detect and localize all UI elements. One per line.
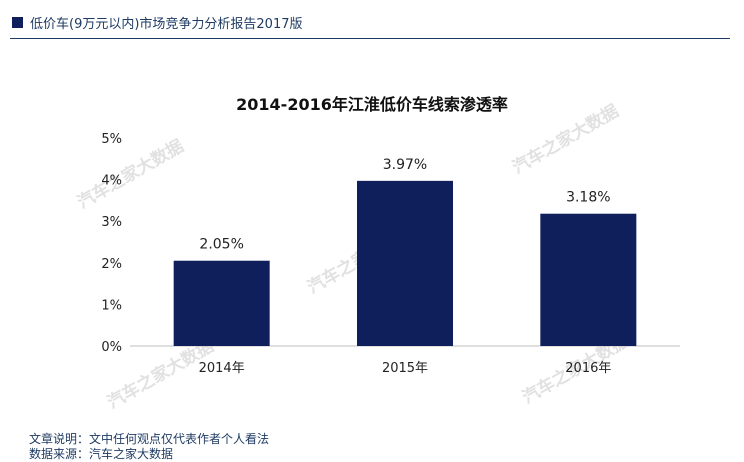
chart-title: 2014-2016年江淮低价车线索渗透率 bbox=[236, 95, 508, 114]
y-tick-label: 1% bbox=[101, 298, 122, 313]
footer-source: 数据来源：汽车之家大数据 bbox=[29, 447, 174, 461]
y-tick-label: 5% bbox=[101, 132, 122, 147]
y-tick-label: 0% bbox=[101, 340, 122, 355]
data-label: 3.97% bbox=[383, 157, 427, 173]
report-header: 低价车(9万元以内)市场竞争力分析报告2017版 bbox=[10, 10, 730, 39]
y-tick-label: 3% bbox=[101, 215, 122, 230]
bar-2014年 bbox=[173, 260, 270, 346]
report-title: 低价车(9万元以内)市场竞争力分析报告2017版 bbox=[30, 17, 303, 32]
data-label: 3.18% bbox=[566, 190, 610, 206]
header-marker-icon bbox=[12, 17, 23, 28]
x-axis: 2014年 2015年 2016年 bbox=[199, 361, 612, 376]
y-tick-label: 2% bbox=[101, 257, 122, 272]
footer-note: 文章说明：文中任何观点仅代表作者个人看法 bbox=[29, 432, 270, 446]
data-label: 2.05% bbox=[199, 237, 243, 253]
bar-2015年 bbox=[357, 180, 453, 346]
x-tick-label: 2014年 bbox=[199, 361, 245, 376]
bar-2016年 bbox=[540, 213, 637, 346]
bars bbox=[173, 180, 637, 346]
x-tick-label: 2015年 bbox=[382, 361, 428, 376]
y-tick-label: 4% bbox=[101, 174, 122, 189]
data-labels: 2.05% 3.97% 3.18% bbox=[199, 157, 610, 253]
x-tick-label: 2016年 bbox=[565, 361, 611, 376]
